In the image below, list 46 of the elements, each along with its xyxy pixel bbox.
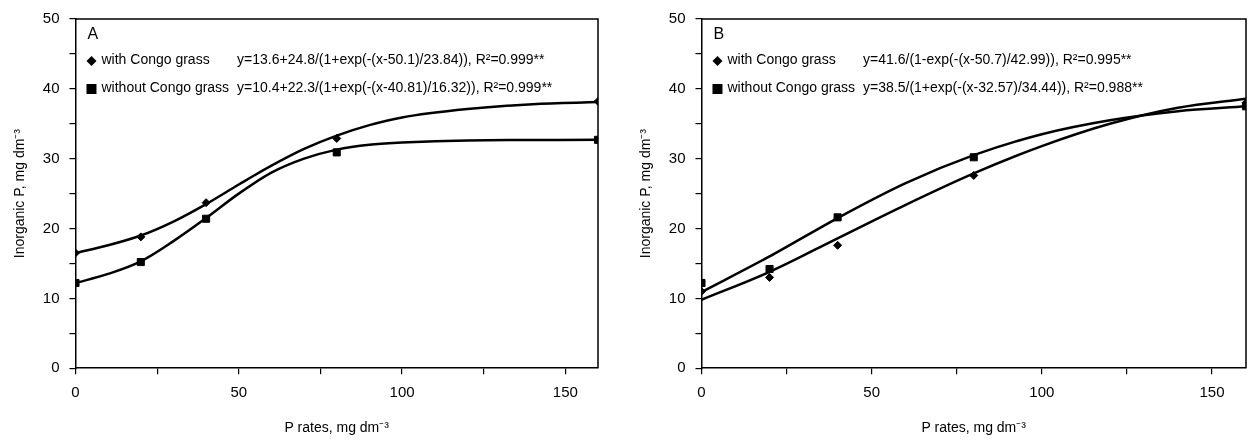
y-tick-label: 20 xyxy=(668,218,686,236)
legend-label: with Congo grass xyxy=(100,50,210,67)
y-tick-label: 50 xyxy=(668,9,686,27)
legend-label: without Congo grass xyxy=(100,78,230,95)
x-axis-title: P rates, mg dm⁻³ xyxy=(921,419,1027,436)
point xyxy=(833,213,842,222)
y-tick-label: 0 xyxy=(51,358,60,376)
annotation: y=38.5/(1+exp(-(x-32.57)/34.44)), R²=0.988** xyxy=(863,78,1144,95)
point xyxy=(136,258,145,267)
y-tick-label: 30 xyxy=(42,148,60,166)
x-tick-label: 50 xyxy=(863,383,880,401)
point xyxy=(332,148,341,157)
point xyxy=(765,264,774,274)
point xyxy=(202,214,211,223)
x-tick-label: 150 xyxy=(552,383,578,401)
point xyxy=(969,153,978,162)
point xyxy=(765,272,775,282)
y-tick-label: 40 xyxy=(668,78,686,96)
x-tick-label: 100 xyxy=(1029,383,1055,401)
chart-title: A xyxy=(87,25,99,43)
y-tick-label: 10 xyxy=(668,288,686,306)
x-tick-label: 100 xyxy=(389,383,415,401)
point xyxy=(201,198,211,208)
x-tick-label: 50 xyxy=(230,383,248,401)
y-tick-label: 40 xyxy=(42,78,60,96)
x-tick-label: 0 xyxy=(71,383,80,401)
y-axis-title: Inorganic P, mg dm⁻³ xyxy=(11,128,28,259)
legend-label: without Congo grass xyxy=(726,78,856,95)
point xyxy=(136,232,146,242)
point xyxy=(332,133,342,143)
y-tick-label: 10 xyxy=(42,288,60,306)
y-axis-title: Inorganic P, mg dm⁻³ xyxy=(637,128,654,259)
annotation: y=13.6+24.8/(1+exp(-(x-50.1)/23.84)), R²=0.999** xyxy=(237,50,546,67)
y-tick-label: 30 xyxy=(668,148,686,166)
legend-label: with Congo grass xyxy=(726,50,836,67)
x-axis-title: P rates, mg dm⁻³ xyxy=(284,419,390,436)
y-tick-label: 50 xyxy=(42,9,60,27)
x-tick-label: 150 xyxy=(1199,383,1225,401)
y-tick-label: 20 xyxy=(42,218,60,236)
point xyxy=(969,170,979,180)
chart-title: B xyxy=(713,25,725,43)
x-tick-label: 0 xyxy=(697,383,706,401)
annotation: y=41.6/(1-exp(-(x-50.7)/42.99)), R²=0.995** xyxy=(863,50,1133,67)
y-tick-label: 0 xyxy=(677,358,686,376)
point xyxy=(833,240,843,250)
annotation: y=10.4+22.3/(1+exp(-(x-40.81)/16.32)), R²=0.999** xyxy=(237,78,553,95)
